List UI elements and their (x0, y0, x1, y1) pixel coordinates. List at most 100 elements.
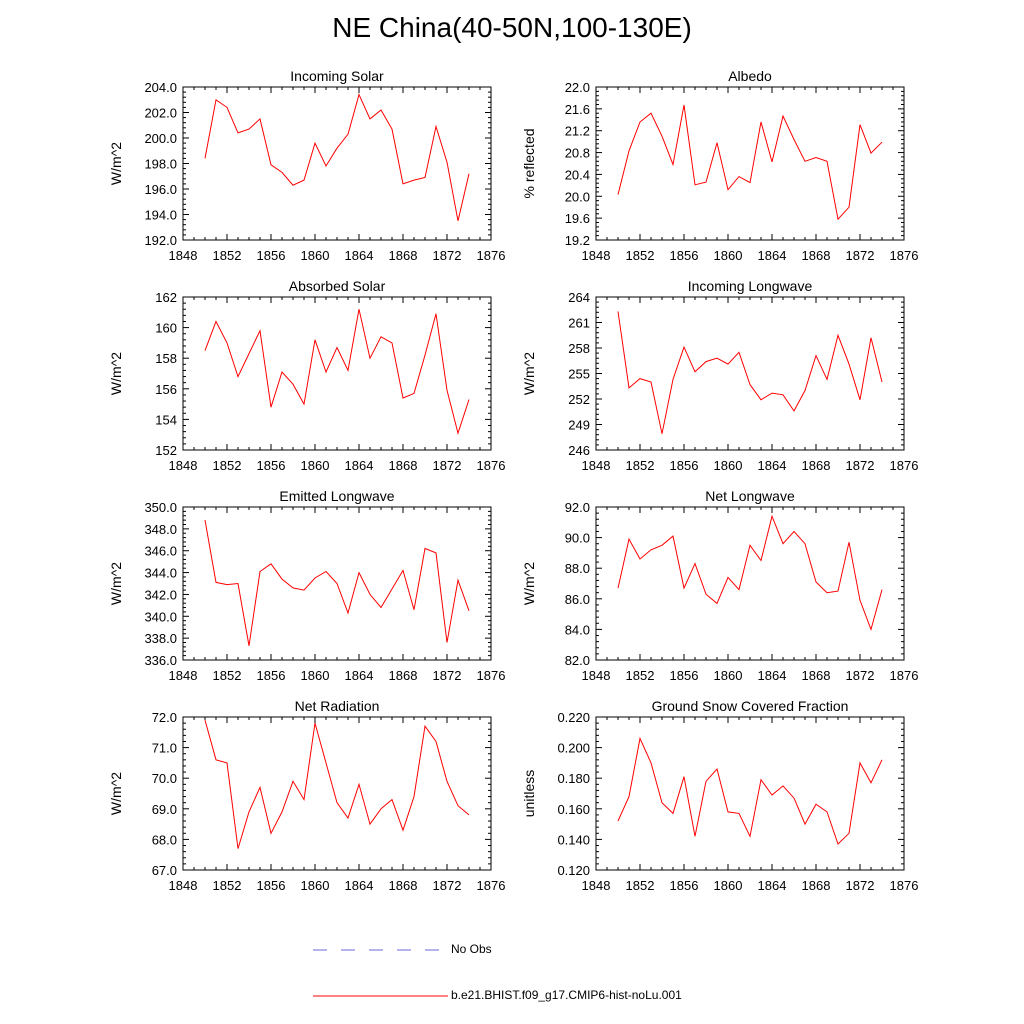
panel-8: Ground Snow Covered Fraction unitless 1848… (521, 698, 918, 893)
panel-title: Net Radiation (295, 698, 380, 714)
x-tick-label: 1872 (846, 458, 875, 473)
y-tick-label: 21.6 (565, 102, 590, 117)
y-tick-label: 200.0 (144, 131, 177, 146)
panel-2: Albedo % reflected 1848 1852 1856 1860 1864 186… (521, 68, 918, 263)
series-line (204, 719, 470, 849)
plot-frame (182, 716, 492, 871)
x-tick-label: 1872 (433, 248, 462, 263)
y-tick-label: 71.0 (152, 741, 177, 756)
x-tick-label: 1848 (169, 668, 198, 683)
y-tick-label: 258 (568, 341, 590, 356)
y-tick-label: 86.0 (565, 592, 590, 607)
y-tick-label: 19.2 (565, 233, 590, 248)
y-tick-label: 0.220 (557, 710, 590, 725)
x-tick-label: 1876 (890, 458, 919, 473)
x-tick-label: 1876 (477, 458, 506, 473)
y-tick-label: 264 (568, 290, 590, 305)
series-line (204, 520, 470, 646)
x-tick-label: 1852 (626, 668, 655, 683)
y-tick-label: 344.0 (144, 566, 177, 581)
panel-title: Incoming Solar (290, 68, 384, 84)
x-tick-label: 1876 (890, 668, 919, 683)
x-tick-label: 1872 (846, 248, 875, 263)
y-tick-label: 338.0 (144, 631, 177, 646)
y-axis-label: W/m^2 (108, 352, 124, 395)
x-tick-label: 1860 (301, 878, 330, 893)
y-tick-label: 84.0 (565, 622, 590, 637)
x-tick-label: 1872 (433, 878, 462, 893)
x-tick-label: 1868 (802, 248, 831, 263)
plot-frame (595, 296, 905, 451)
y-tick-label: 154 (155, 412, 177, 427)
x-tick-label: 1848 (169, 458, 198, 473)
y-tick-label: 0.200 (557, 741, 590, 756)
x-tick-label: 1852 (213, 458, 242, 473)
y-tick-label: 90.0 (565, 531, 590, 546)
panel-6: Net Longwave W/m^2 1848 1852 1856 1860 1864 186… (521, 488, 918, 683)
x-tick-label: 1852 (213, 668, 242, 683)
y-tick-label: 336.0 (144, 653, 177, 668)
x-tick-label: 1860 (301, 248, 330, 263)
x-tick-label: 1852 (626, 248, 655, 263)
y-tick-label: 88.0 (565, 561, 590, 576)
y-tick-label: 204.0 (144, 80, 177, 95)
y-tick-label: 19.6 (565, 211, 590, 226)
x-tick-label: 1848 (582, 668, 611, 683)
y-tick-label: 72.0 (152, 710, 177, 725)
panel-title: Net Longwave (705, 488, 795, 504)
x-tick-label: 1876 (890, 878, 919, 893)
x-tick-label: 1876 (890, 248, 919, 263)
x-tick-label: 1848 (582, 248, 611, 263)
y-tick-label: 194.0 (144, 208, 177, 223)
x-tick-label: 1864 (758, 878, 787, 893)
y-tick-label: 0.180 (557, 771, 590, 786)
x-tick-label: 1868 (802, 668, 831, 683)
series-line (617, 104, 883, 221)
y-tick-label: 162 (155, 290, 177, 305)
x-tick-label: 1872 (846, 878, 875, 893)
panel-3: Absorbed Solar W/m^2 1848 1852 1856 1860 1864 1… (108, 278, 505, 473)
y-tick-label: 261 (568, 316, 590, 331)
x-tick-label: 1852 (626, 878, 655, 893)
y-tick-label: 0.160 (557, 802, 590, 817)
y-tick-label: 196.0 (144, 182, 177, 197)
panel-7: Net Radiation W/m^2 1848 1852 1856 1860 1864 18… (108, 698, 505, 893)
y-tick-label: 92.0 (565, 500, 590, 515)
x-tick-label: 1856 (670, 458, 699, 473)
y-tick-label: 202.0 (144, 106, 177, 121)
x-tick-label: 1848 (169, 878, 198, 893)
y-tick-label: 158 (155, 351, 177, 366)
x-tick-label: 1860 (714, 878, 743, 893)
x-tick-label: 1852 (213, 248, 242, 263)
y-tick-label: 67.0 (152, 863, 177, 878)
x-tick-label: 1856 (670, 668, 699, 683)
x-tick-label: 1864 (345, 458, 374, 473)
series-line (617, 311, 883, 434)
x-tick-label: 1876 (477, 248, 506, 263)
x-tick-label: 1860 (714, 248, 743, 263)
y-axis-label: W/m^2 (108, 142, 124, 185)
x-tick-label: 1860 (301, 458, 330, 473)
y-tick-label: 350.0 (144, 500, 177, 515)
y-tick-label: 160 (155, 321, 177, 336)
plot-frame (595, 506, 905, 661)
y-tick-label: 69.0 (152, 802, 177, 817)
panel-5: Emitted Longwave W/m^2 1848 1852 1856 1860 186… (108, 488, 505, 683)
x-tick-label: 1876 (477, 878, 506, 893)
y-tick-label: 348.0 (144, 522, 177, 537)
x-tick-label: 1860 (301, 668, 330, 683)
panel-title: Incoming Longwave (688, 278, 813, 294)
x-tick-label: 1848 (582, 458, 611, 473)
y-tick-label: 342.0 (144, 587, 177, 602)
y-tick-label: 68.0 (152, 832, 177, 847)
y-axis-label: W/m^2 (521, 562, 537, 605)
x-tick-label: 1864 (758, 668, 787, 683)
x-tick-label: 1872 (433, 668, 462, 683)
series-line (617, 736, 883, 845)
y-tick-label: 22.0 (565, 80, 590, 95)
series-line (204, 309, 470, 435)
x-tick-label: 1868 (802, 458, 831, 473)
y-tick-label: 340.0 (144, 609, 177, 624)
panel-title: Absorbed Solar (289, 278, 386, 294)
